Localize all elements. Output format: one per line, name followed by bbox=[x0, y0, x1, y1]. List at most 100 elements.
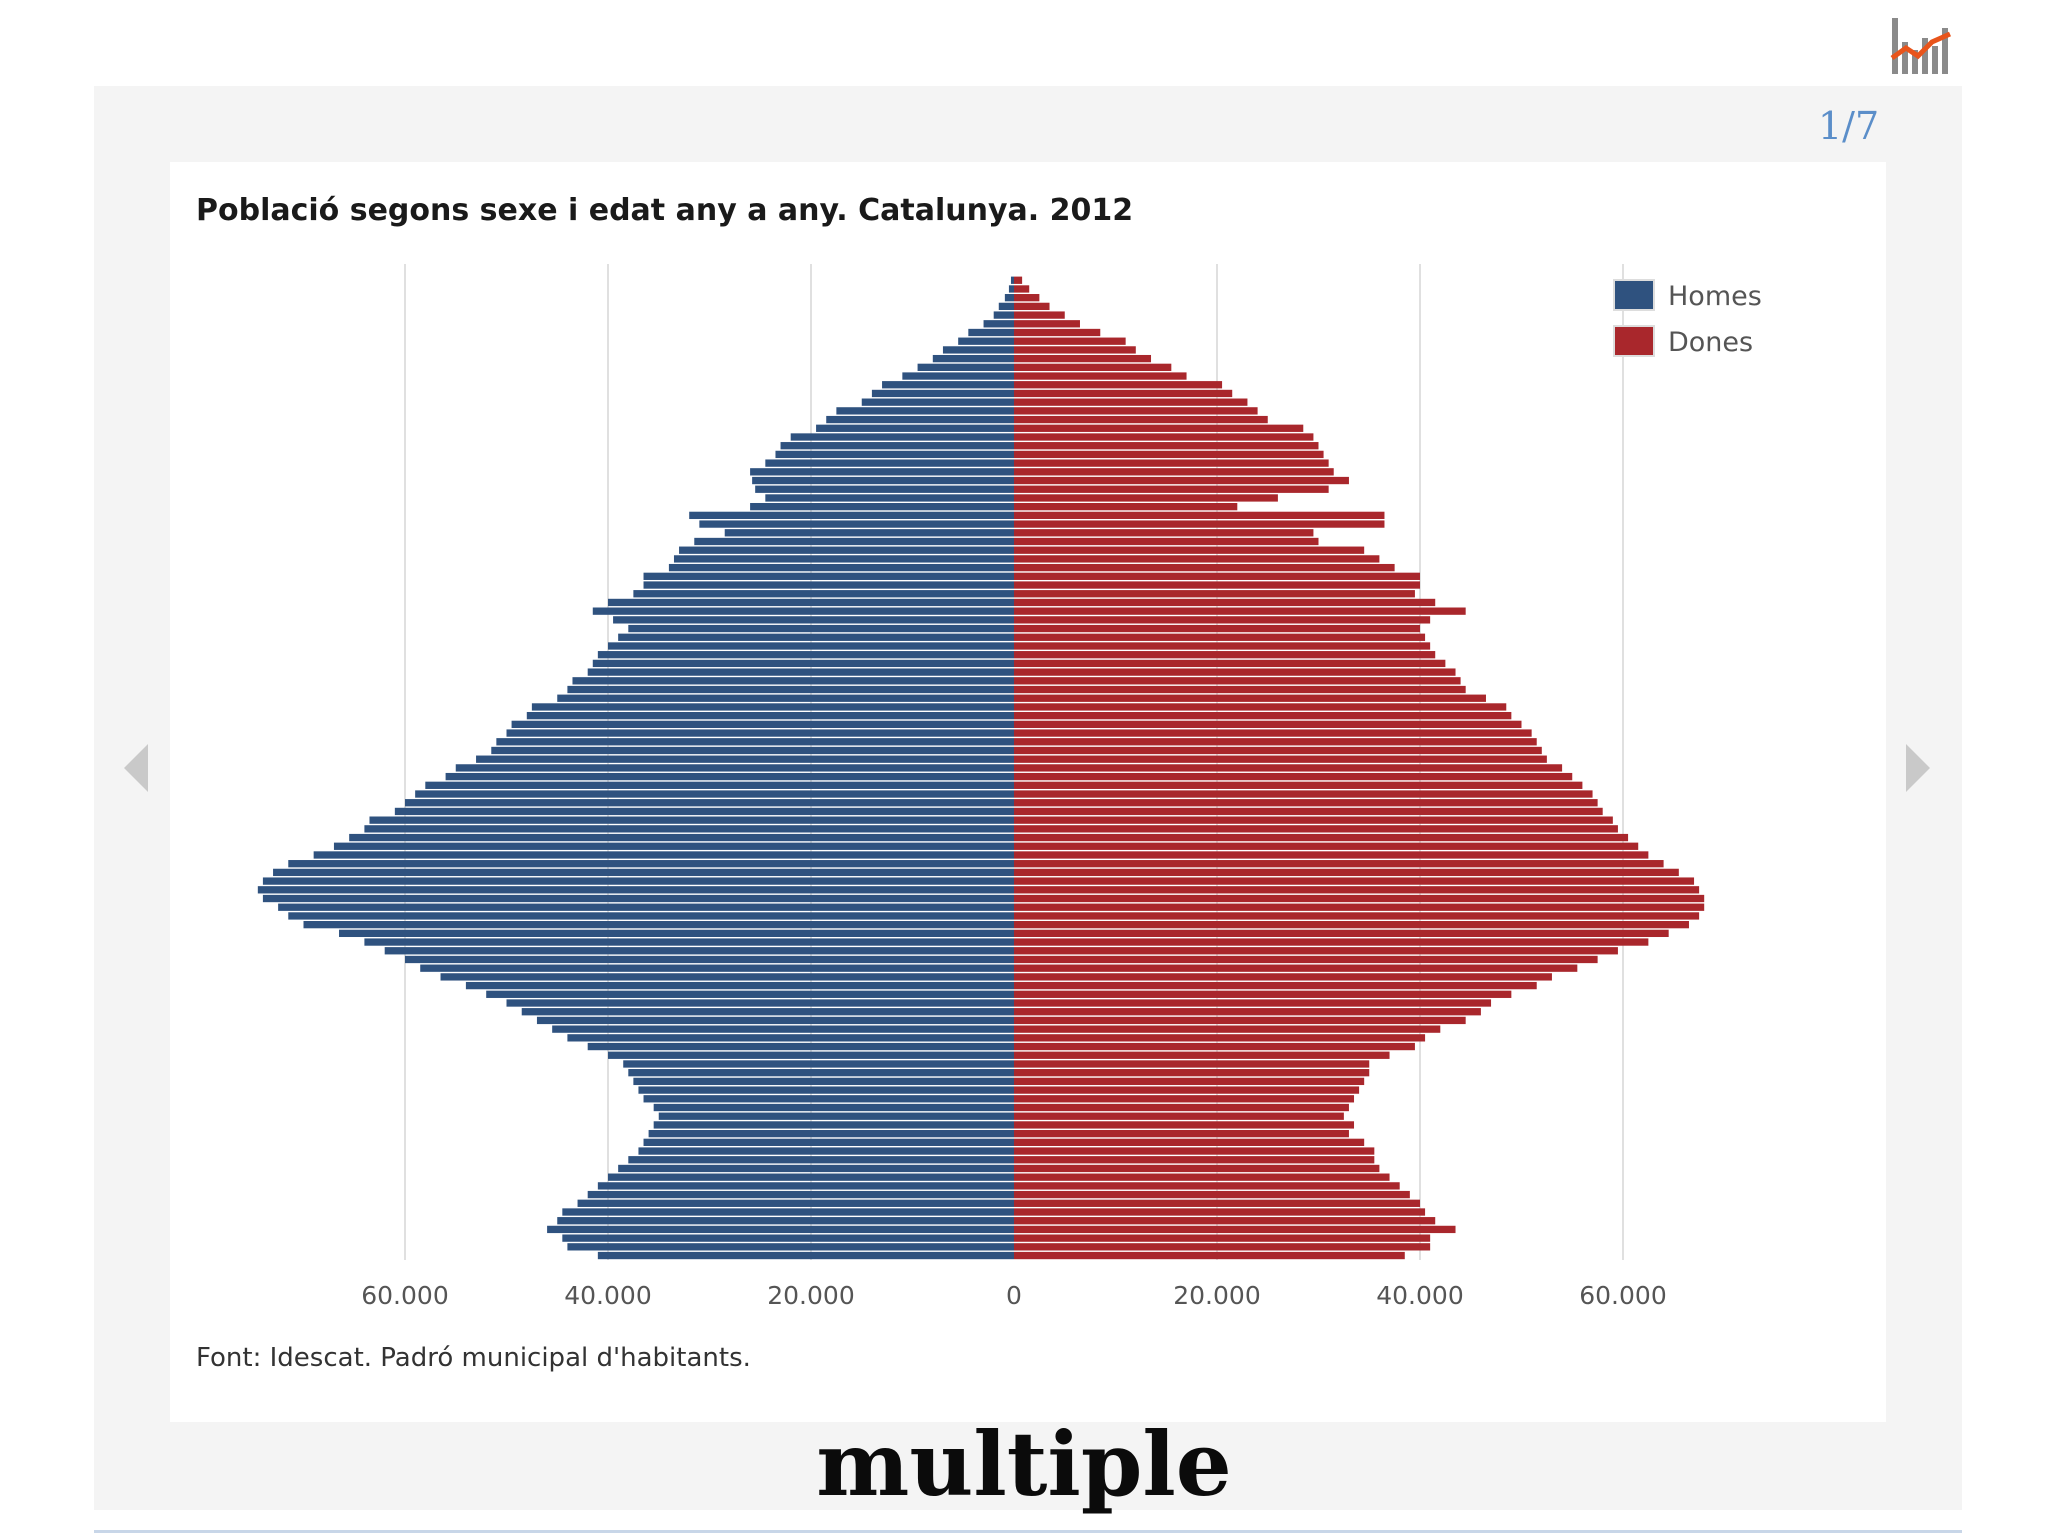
bar-dones bbox=[1014, 1042, 1415, 1051]
bar-dones bbox=[1014, 720, 1522, 729]
bar-homes bbox=[752, 476, 1014, 485]
bar-dones bbox=[1014, 729, 1532, 737]
bar-homes bbox=[1008, 285, 1014, 293]
bar-homes bbox=[369, 816, 1015, 824]
bar-dones bbox=[1014, 851, 1649, 859]
bar-dones bbox=[1014, 494, 1278, 502]
bar-homes bbox=[618, 1164, 1014, 1173]
bar-homes bbox=[273, 868, 1014, 877]
bar-dones bbox=[1014, 468, 1334, 476]
bar-dones bbox=[1014, 555, 1380, 563]
bar-homes bbox=[653, 1121, 1014, 1129]
bar-dones bbox=[1014, 1208, 1426, 1216]
bar-homes bbox=[618, 633, 1014, 641]
bar-homes bbox=[455, 764, 1014, 772]
bar-homes bbox=[547, 1225, 1014, 1234]
bar-dones bbox=[1014, 1190, 1410, 1199]
bar-homes bbox=[303, 920, 1014, 929]
bar-dones bbox=[1014, 302, 1050, 311]
bar-homes bbox=[364, 938, 1014, 946]
bar-dones bbox=[1014, 485, 1329, 493]
x-tick-label: 40.000 bbox=[1376, 1281, 1463, 1310]
bar-dones bbox=[1014, 1164, 1380, 1173]
bar-dones bbox=[1014, 407, 1258, 415]
bar-dones bbox=[1014, 1025, 1441, 1033]
bar-homes bbox=[836, 407, 1014, 415]
bar-dones bbox=[1014, 711, 1512, 720]
bar-homes bbox=[415, 790, 1014, 798]
bar-dones bbox=[1014, 920, 1689, 929]
bar-homes bbox=[506, 999, 1014, 1007]
bar-dones bbox=[1014, 590, 1415, 598]
bar-homes bbox=[643, 581, 1014, 589]
bar-homes bbox=[790, 433, 1014, 441]
bar-dones bbox=[1014, 398, 1248, 406]
bar-homes bbox=[780, 442, 1014, 450]
chevron-right-icon[interactable] bbox=[1906, 744, 1930, 792]
bar-homes bbox=[445, 772, 1015, 781]
bar-homes bbox=[420, 964, 1015, 972]
bar-homes bbox=[699, 520, 1014, 528]
bar-dones bbox=[1014, 1217, 1436, 1225]
bar-homes bbox=[567, 1243, 1014, 1251]
bar-homes bbox=[638, 1086, 1014, 1094]
bar-dones bbox=[1014, 799, 1598, 807]
bar-dones bbox=[1014, 616, 1431, 624]
bar-dones bbox=[1014, 572, 1420, 580]
bar-dones bbox=[1014, 581, 1420, 589]
bar-dones bbox=[1014, 868, 1679, 877]
bar-dones bbox=[1014, 476, 1349, 485]
bar-homes bbox=[993, 311, 1014, 319]
bar-homes bbox=[597, 651, 1014, 659]
bar-dones bbox=[1014, 807, 1603, 816]
bar-dones bbox=[1014, 354, 1152, 363]
bar-homes bbox=[608, 642, 1014, 650]
divider bbox=[94, 1530, 1962, 1533]
bar-dones bbox=[1014, 912, 1700, 920]
bar-homes bbox=[349, 833, 1014, 842]
bar-dones bbox=[1014, 955, 1598, 964]
bar-dones bbox=[1014, 833, 1629, 842]
bar-dones bbox=[1014, 415, 1268, 424]
bar-dones bbox=[1014, 1060, 1370, 1068]
bar-homes bbox=[633, 590, 1014, 598]
bar-homes bbox=[536, 1016, 1014, 1025]
bar-homes bbox=[765, 494, 1014, 502]
bar-dones bbox=[1014, 659, 1446, 668]
bar-dones bbox=[1014, 633, 1426, 641]
bar-dones bbox=[1014, 790, 1593, 798]
bar-dones bbox=[1014, 285, 1030, 293]
bar-dones bbox=[1014, 1156, 1375, 1164]
bar-homes bbox=[592, 659, 1014, 668]
bar-homes bbox=[567, 1034, 1014, 1042]
bar-dones bbox=[1014, 1077, 1365, 1086]
bar-homes bbox=[638, 1147, 1014, 1155]
x-tick-label: 20.000 bbox=[767, 1281, 854, 1310]
bar-dones bbox=[1014, 372, 1187, 380]
bar-homes bbox=[557, 1217, 1014, 1225]
bar-homes bbox=[816, 424, 1014, 432]
bar-dones bbox=[1014, 772, 1573, 781]
bar-dones bbox=[1014, 677, 1461, 685]
bar-dones bbox=[1014, 459, 1329, 467]
bar-dones bbox=[1014, 546, 1365, 554]
bar-dones bbox=[1014, 381, 1223, 389]
caption: multiple bbox=[816, 1412, 1232, 1516]
bar-homes bbox=[653, 1103, 1014, 1112]
bar-homes bbox=[968, 328, 1014, 337]
bar-dones bbox=[1014, 990, 1512, 998]
legend-label-dones: Dones bbox=[1668, 327, 1753, 358]
bar-homes bbox=[552, 1025, 1014, 1033]
bar-homes bbox=[750, 503, 1014, 511]
bar-homes bbox=[871, 389, 1014, 398]
bar-homes bbox=[567, 685, 1014, 694]
chevron-left-icon[interactable] bbox=[124, 744, 148, 792]
bar-homes bbox=[724, 529, 1014, 537]
bar-homes bbox=[861, 398, 1014, 406]
bar-dones bbox=[1014, 651, 1436, 659]
bar-homes bbox=[257, 886, 1014, 894]
bar-homes bbox=[425, 781, 1014, 789]
bar-homes bbox=[288, 860, 1014, 868]
bar-dones bbox=[1014, 764, 1563, 772]
bar-dones bbox=[1014, 903, 1705, 911]
